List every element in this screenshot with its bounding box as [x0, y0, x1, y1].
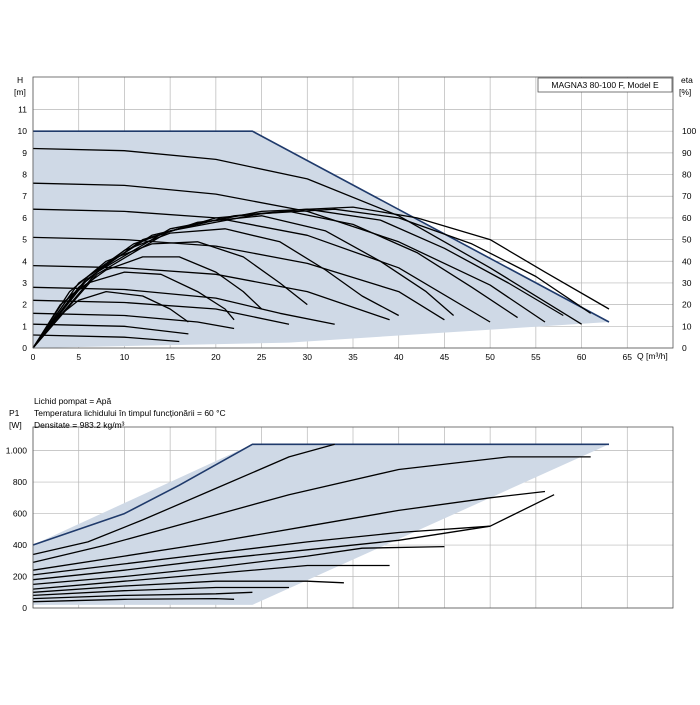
top-y-tick-label: 6 [22, 213, 27, 223]
top-series-8 [32, 312, 235, 330]
bottom-y-axis-unit: [W] [9, 420, 22, 430]
bottom-series-1 [32, 443, 335, 556]
top-series-18 [32, 256, 263, 349]
top-x-tick-label: 45 [440, 352, 450, 362]
top-series-12 [32, 208, 592, 349]
top-y2-tick-label: 20 [682, 300, 692, 310]
top-y-tick-label: 10 [18, 126, 28, 136]
bottom-y-tick-label: 800 [13, 477, 27, 487]
top-y-tick-label: 8 [22, 170, 27, 180]
top-y-tick-label: 0 [22, 343, 27, 353]
top-x-tick-label: 60 [577, 352, 587, 362]
bottom-y-tick-label: 600 [13, 509, 27, 519]
top-series-6 [32, 286, 335, 325]
top-y-tick-label: 2 [22, 300, 27, 310]
top-series-10 [32, 334, 180, 343]
top-series-4 [32, 236, 445, 321]
bottom-series-8 [32, 580, 344, 593]
top-series-1 [32, 147, 582, 325]
top-x-tick-label: 50 [485, 352, 495, 362]
top-series-3 [32, 208, 491, 323]
top-y2-tick-label: 60 [682, 213, 692, 223]
conditions-notes: Lichid pompat = Apă Temperatura lichidul… [34, 395, 226, 431]
top-x-tick-label: 10 [120, 352, 130, 362]
top-y2-tick-label: 70 [682, 191, 692, 201]
top-x-tick-label: 40 [394, 352, 404, 362]
top-x-tick-label: 20 [211, 352, 221, 362]
top-y-tick-label: 4 [22, 256, 27, 266]
top-x-tick-label: 30 [303, 352, 313, 362]
top-series-19 [32, 271, 235, 349]
top-y2-axis-label: eta [681, 75, 693, 85]
top-x-axis-label: Q [637, 351, 644, 361]
bottom-series-3 [32, 490, 546, 571]
bottom-series-6 [32, 545, 445, 586]
top-y2-tick-label: 30 [682, 278, 692, 288]
bottom-y-tick-label: 400 [13, 540, 27, 550]
top-y-axis-unit: [m] [14, 87, 26, 97]
top-x-tick-label: 5 [76, 352, 81, 362]
bottom-y-axis-label: P1 [9, 408, 20, 418]
density-note: Densitate = 983.2 kg/m³ [34, 420, 125, 430]
chart-title: MAGNA3 80-100 F, Model E [551, 80, 659, 90]
top-y2-tick-label: 0 [682, 343, 687, 353]
top-series-9 [32, 323, 189, 335]
top-series-17 [32, 241, 308, 349]
top-y-tick-label: 11 [18, 105, 27, 115]
top-series-16 [32, 228, 400, 349]
top-series-20 [32, 290, 189, 349]
top-x-tick-label: 55 [531, 352, 541, 362]
chart-title-box [537, 77, 673, 93]
top-y-axis-label: H [17, 75, 23, 85]
top-y-tick-label: 5 [22, 235, 27, 245]
bottom-series-11 [32, 597, 235, 603]
top-x-axis-unit: [m³/h] [646, 351, 668, 361]
bottom-series-10 [32, 591, 253, 600]
top-y-tick-label: 9 [22, 148, 27, 158]
top-x-tick-label: 25 [257, 352, 267, 362]
top-series-7 [32, 299, 290, 325]
bottom-series-7 [32, 564, 390, 590]
bottom-plot-frame [32, 426, 674, 609]
bottom-series-5 [32, 525, 491, 581]
fluid-note: Lichid pompat = Apă [34, 396, 112, 406]
top-y-tick-label: 1 [22, 321, 27, 331]
top-series-15 [32, 215, 455, 349]
bottom-series-2 [32, 456, 591, 564]
bottom-y-tick-label: 0 [22, 603, 27, 613]
top-x-tick-label: 35 [348, 352, 358, 362]
top-y2-axis-unit: [%] [679, 87, 691, 97]
bottom-y-tick-label: 200 [13, 572, 27, 582]
bottom-series-9 [32, 586, 289, 597]
bottom-y-tick-label: 1.000 [6, 446, 28, 456]
top-series-5 [32, 264, 390, 321]
top-plot-frame [32, 76, 674, 349]
top-y2-tick-label: 50 [682, 235, 692, 245]
temperature-note: Temperatura lichidului în timpul funcțio… [34, 408, 226, 418]
top-x-tick-label: 0 [31, 352, 36, 362]
top-x-tick-label: 65 [623, 352, 633, 362]
top-y2-tick-label: 10 [682, 321, 692, 331]
bottom-operating-envelope [33, 444, 609, 605]
top-y2-tick-label: 100 [682, 126, 696, 136]
top-x-tick-label: 15 [165, 352, 175, 362]
top-y-tick-label: 7 [22, 191, 27, 201]
bottom-series-0 [32, 443, 609, 546]
top-y-tick-label: 3 [22, 278, 27, 288]
top-series-0 [33, 130, 610, 323]
top-y2-tick-label: 80 [682, 170, 692, 180]
top-y2-tick-label: 90 [682, 148, 692, 158]
top-series-11 [32, 206, 610, 349]
top-y2-tick-label: 40 [682, 256, 692, 266]
